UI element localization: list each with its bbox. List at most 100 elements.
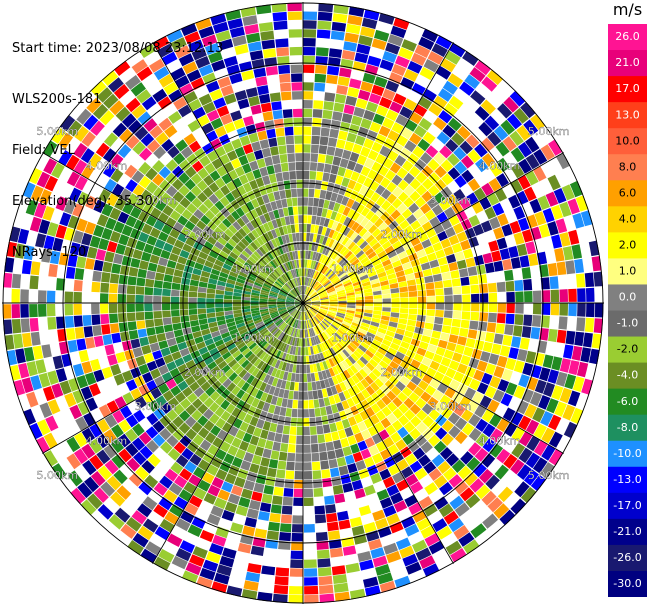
ppi-cell (91, 408, 104, 423)
ppi-cell (323, 341, 330, 350)
ppi-cell (319, 293, 328, 298)
ppi-cell (3, 272, 13, 288)
ppi-cell (375, 364, 386, 374)
ppi-cell (231, 138, 243, 150)
ppi-cell (211, 476, 224, 489)
ppi-cell (375, 196, 386, 207)
ppi-cell (271, 219, 279, 229)
ppi-cell (214, 68, 229, 80)
ppi-cell (316, 285, 324, 292)
ppi-cell (75, 465, 90, 481)
ppi-cell (314, 316, 321, 324)
ppi-cell (47, 399, 61, 415)
ppi-cell (491, 343, 502, 355)
ppi-cell (192, 370, 203, 381)
ppi-cell (169, 504, 184, 518)
ppi-cell (518, 374, 530, 388)
ppi-cell (314, 407, 321, 417)
ppi-cells (2, 2, 604, 604)
ppi-cell (360, 118, 372, 130)
ppi-cell (412, 264, 422, 273)
ppi-cell (364, 335, 374, 343)
ppi-cell (298, 382, 303, 391)
ppi-cell (286, 304, 295, 307)
ppi-cell (223, 55, 238, 68)
ppi-cell (389, 162, 401, 174)
ppi-cell (270, 146, 279, 156)
ppi-cell (263, 283, 272, 289)
ppi-cell (283, 314, 291, 322)
ppi-cell (436, 556, 454, 571)
ppi-cell (273, 282, 282, 289)
ppi-cell (223, 93, 237, 105)
ppi-cell (256, 400, 265, 410)
colorbar-tick-label: 6.0 (619, 186, 637, 199)
ppi-cell (347, 300, 356, 303)
ppi-cell (203, 174, 215, 186)
ppi-cell (250, 253, 259, 262)
ppi-cell (317, 273, 324, 282)
ppi-cell (402, 433, 414, 446)
ppi-cell (380, 211, 390, 222)
ppi-cell (246, 395, 255, 405)
ppi-cell (141, 460, 155, 474)
ppi-cell (194, 262, 204, 271)
ppi-cell (351, 211, 361, 222)
ppi-cell (171, 310, 180, 317)
ppi-cell (110, 138, 125, 153)
ppi-cell (177, 215, 189, 226)
ppi-cell (205, 386, 216, 397)
ppi-cell (235, 448, 246, 460)
ppi-cell (104, 178, 117, 193)
ppi-cell (523, 119, 539, 136)
ppi-cell (398, 403, 409, 414)
ppi-cell (181, 321, 191, 329)
ppi-cell (196, 576, 213, 589)
ppi-cell (106, 193, 119, 207)
ppi-cell (405, 473, 419, 487)
ppi-cell (207, 317, 217, 324)
ppi-cell (431, 266, 441, 275)
ppi-cell (259, 139, 270, 150)
ppi-cell (85, 195, 98, 210)
ppi-cell (354, 488, 366, 499)
ppi-cell (467, 266, 478, 276)
ppi-cell (454, 251, 465, 262)
ppi-cell (254, 379, 263, 390)
ppi-cell (523, 314, 533, 327)
ppi-cell (188, 231, 199, 241)
ppi-cell (89, 383, 101, 397)
ppi-cell (214, 406, 225, 418)
ppi-cell (336, 139, 346, 149)
ppi-cell (296, 311, 300, 319)
ppi-cell (356, 303, 365, 306)
ppi-cell (303, 444, 311, 453)
azimuth-spoke (152, 302, 304, 564)
ppi-cell (97, 465, 113, 481)
ppi-cell (261, 314, 270, 319)
ppi-cell (109, 273, 120, 284)
ppi-cell (321, 320, 329, 328)
ppi-cell (303, 294, 306, 303)
ppi-cell (288, 390, 294, 400)
ppi-cell (280, 380, 287, 389)
ppi-cell (169, 210, 181, 221)
ppi-cell (236, 322, 246, 329)
ppi-cell (253, 347, 262, 356)
ppi-cell (396, 479, 409, 492)
ppi-cell (540, 161, 555, 178)
ppi-cell (421, 357, 432, 367)
ppi-cell (295, 373, 300, 382)
ppi-cell (32, 345, 44, 360)
ppi-cell (304, 559, 317, 568)
ppi-cell (111, 183, 125, 197)
ppi-cell (111, 454, 126, 469)
ppi-cell (305, 286, 309, 295)
ppi-cell (182, 353, 193, 363)
ppi-cell (277, 415, 285, 425)
ppi-cell (145, 426, 159, 439)
ppi-cell (315, 380, 322, 390)
ppi-cell (305, 338, 308, 347)
ppi-cell (282, 425, 290, 435)
ppi-cell (38, 304, 47, 317)
